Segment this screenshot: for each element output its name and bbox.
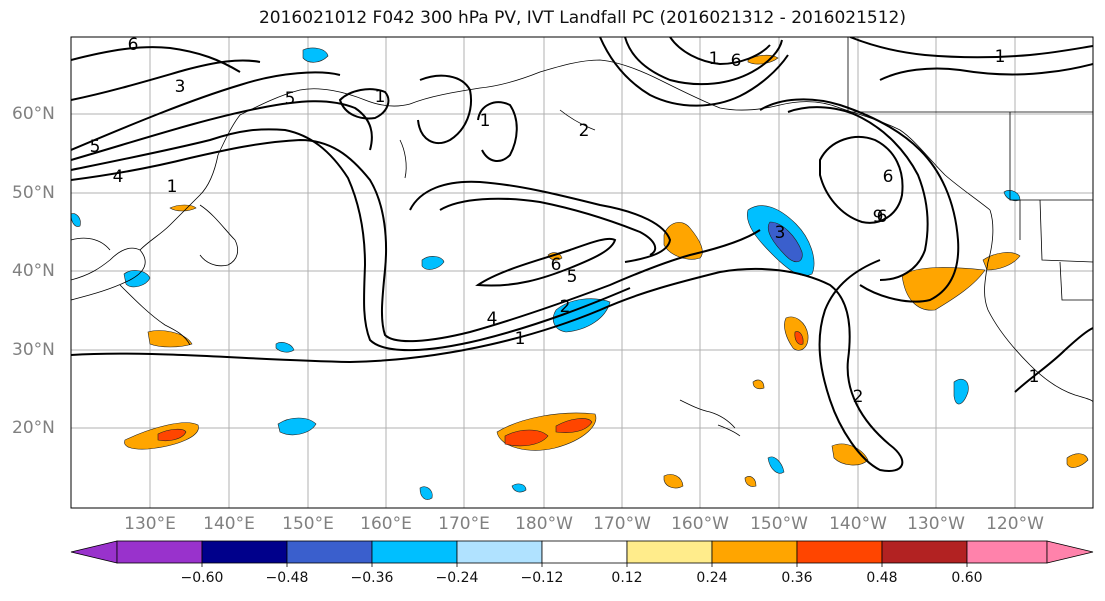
colorbar-ticks — [201, 563, 968, 567]
contour-label: 5 — [285, 89, 296, 109]
positive-anomaly — [147, 330, 193, 348]
contour-label: 1 — [167, 177, 178, 197]
positive-anomaly — [663, 222, 703, 260]
negative-anomaly-core — [767, 221, 803, 263]
pv-contours — [71, 37, 1093, 472]
contour-label: 4 — [113, 167, 124, 187]
coastlines — [71, 37, 1093, 437]
lon-label: 170°W — [593, 514, 651, 534]
positive-anomaly — [901, 267, 986, 311]
lon-label: 170°E — [438, 514, 490, 534]
colorbar-tick-label: 0.60 — [951, 570, 983, 586]
positive-anomaly-core — [794, 331, 804, 345]
lon-label: 140°E — [203, 514, 255, 534]
colorbar-extend-low — [70, 540, 118, 564]
lat-label-20n: 20°N — [12, 418, 55, 438]
positive-anomaly — [831, 443, 869, 466]
colorbar-segment — [286, 540, 373, 564]
contour-label: 6 — [883, 167, 894, 187]
contour-label: 5 — [567, 267, 578, 287]
positive-anomaly — [982, 252, 1021, 271]
lon-label: 180°W — [515, 514, 573, 534]
contour-label: 6 — [731, 51, 742, 71]
map-title: 2016021012 F042 300 hPa PV, IVT Landfall… — [258, 8, 906, 28]
colorbar-segment — [796, 540, 883, 564]
lon-label: 120°W — [986, 514, 1044, 534]
colorbar-segment — [881, 540, 968, 564]
positive-anomaly — [1066, 453, 1089, 468]
negative-anomaly — [953, 379, 969, 405]
negative-anomaly — [302, 47, 329, 63]
colorbar-tick-label: −0.24 — [435, 570, 479, 586]
contour-label: 1 — [515, 329, 526, 349]
colorbar-segment — [626, 540, 713, 564]
contour-label: 1 — [1029, 367, 1040, 387]
negative-anomaly — [511, 483, 527, 493]
lat-label-60n: 60°N — [12, 104, 55, 124]
contour-label: 1 — [709, 49, 720, 69]
colorbar-tick-label: 0.12 — [611, 570, 643, 586]
colorbar-segment — [456, 540, 543, 564]
contour-label: 3 — [175, 77, 186, 97]
negative-anomaly — [71, 213, 81, 227]
colorbar-tick-label: 0.24 — [696, 570, 728, 586]
colorbar-segment — [116, 540, 203, 564]
contour-label: 5 — [90, 137, 101, 157]
colorbar-segment — [541, 540, 628, 564]
contour-labels: 6 3 5 5 4 1 1 1 2 6 1 6 1 6 9 3 6 5 2 4 … — [90, 35, 1040, 407]
negative-anomaly — [421, 256, 445, 270]
negative-anomaly — [275, 342, 295, 353]
lon-label: 130°W — [907, 514, 965, 534]
positive-anomaly — [169, 204, 197, 212]
colorbar-tick-label: −0.12 — [520, 570, 564, 586]
lon-label: 140°W — [829, 514, 887, 534]
positive-anomaly-core — [157, 428, 187, 442]
contour-label: 1 — [995, 47, 1006, 67]
contour-label: 4 — [487, 309, 498, 329]
colorbar — [70, 540, 1094, 567]
positive-anomaly — [744, 476, 757, 487]
ivt-shading — [71, 47, 1089, 500]
lat-label-50n: 50°N — [12, 183, 55, 203]
contour-label: 2 — [853, 387, 864, 407]
contour-label: 6 — [877, 207, 888, 227]
lon-label: 130°E — [124, 514, 176, 534]
contour-label: 2 — [579, 121, 590, 141]
colorbar-segment — [371, 540, 458, 564]
colorbar-tick-label: 0.36 — [781, 570, 813, 586]
contour-label: 1 — [480, 111, 491, 131]
colorbar-segment — [966, 540, 1048, 564]
colorbar-tick-label: −0.60 — [180, 570, 224, 586]
colorbar-segment — [711, 540, 798, 564]
lat-label-30n: 30°N — [12, 340, 55, 360]
contour-label: 9 — [873, 207, 884, 227]
colorbar-extend-high — [1046, 540, 1094, 564]
negative-anomaly — [553, 298, 611, 333]
lon-label: 150°E — [282, 514, 334, 534]
colorbar-tick-label: 0.48 — [866, 570, 898, 586]
negative-anomaly — [277, 417, 317, 436]
positive-anomaly — [663, 474, 684, 489]
lat-label-40n: 40°N — [12, 261, 55, 281]
negative-anomaly — [767, 456, 785, 474]
contour-label: 6 — [128, 35, 139, 55]
lon-label: 160°E — [360, 514, 412, 534]
colorbar-tick-label: −0.48 — [265, 570, 309, 586]
colorbar-segment — [201, 540, 288, 564]
positive-anomaly-core — [555, 418, 593, 433]
lon-label: 160°W — [671, 514, 729, 534]
contour-label: 6 — [551, 255, 562, 275]
colorbar-tick-label: −0.36 — [350, 570, 394, 586]
map-frame — [70, 36, 1094, 509]
positive-anomaly — [752, 379, 765, 390]
contour-label: 2 — [560, 297, 571, 317]
lon-label: 150°W — [750, 514, 808, 534]
negative-anomaly — [419, 486, 433, 500]
positive-anomaly-core — [504, 429, 549, 447]
contour-label: 1 — [375, 87, 386, 107]
negative-anomaly — [123, 270, 151, 288]
contour-label: 3 — [775, 223, 786, 243]
